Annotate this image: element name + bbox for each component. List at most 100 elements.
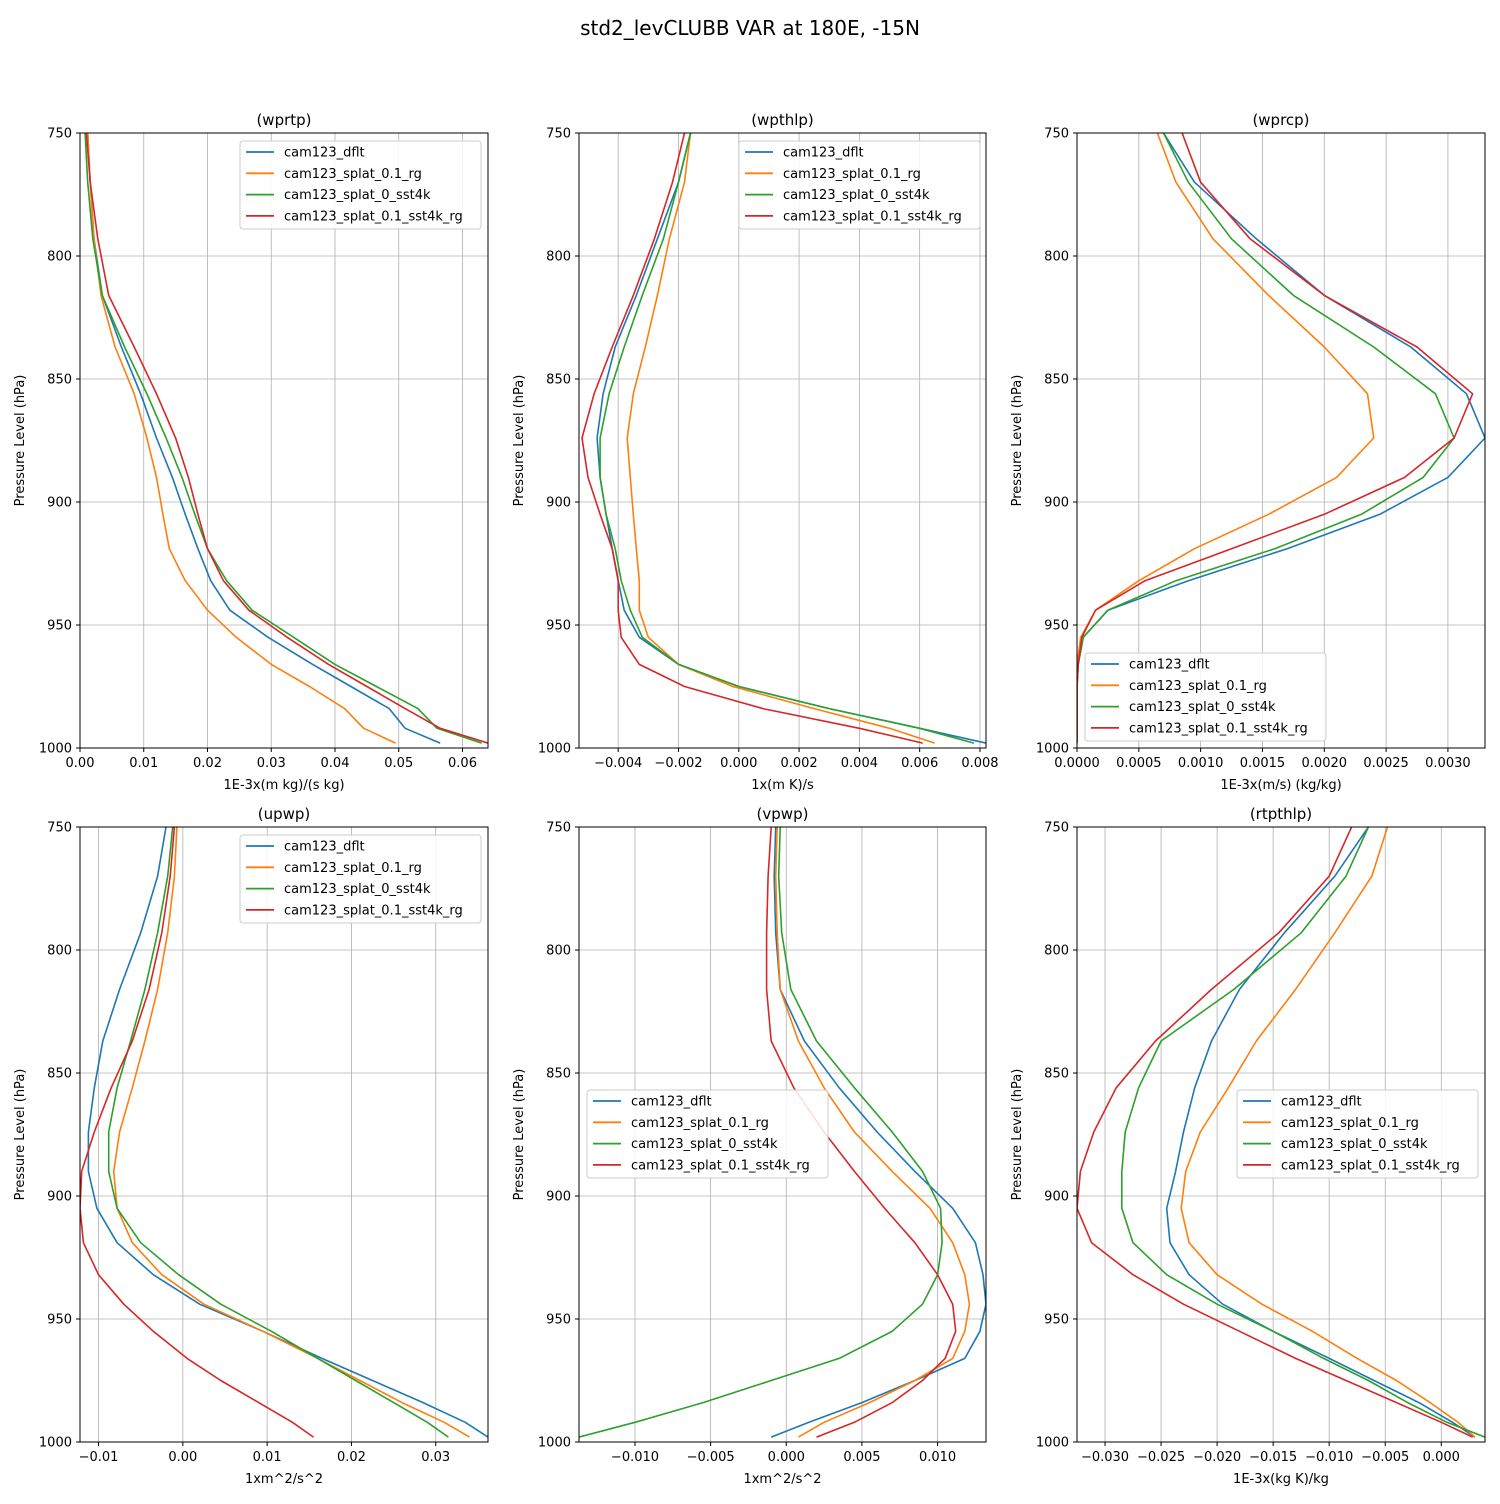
legend-entry: cam123_splat_0_sst4k <box>631 1137 778 1152</box>
series-line-cam123_splat_0.1_rg <box>86 133 396 744</box>
series-line-cam123_dflt <box>87 827 488 1438</box>
y-tick-label: 750 <box>546 127 571 142</box>
y-tick-label: 900 <box>546 1190 571 1205</box>
x-tick-label: 0.00 <box>66 756 95 771</box>
x-axis-label: 1E-3x(m/s) (kg/kg) <box>1220 778 1341 793</box>
legend: cam123_dflt cam123_splat_0.1_rg cam123_spl… <box>738 140 981 230</box>
x-tick-label: −0.01 <box>79 1450 119 1465</box>
y-tick-label: 900 <box>47 496 72 511</box>
y-tick-label: 850 <box>546 373 571 388</box>
y-tick-label: 800 <box>1044 944 1069 959</box>
series-line-cam123_splat_0.1_rg <box>626 133 935 744</box>
legend-box <box>738 140 981 230</box>
axes-frame <box>578 826 987 1443</box>
y-tick-label: 750 <box>546 821 571 836</box>
x-tick-label: 0.000 <box>1423 1450 1460 1465</box>
chart-panel-3: 0.0000 0.0005 0.0010 0.0015 0.0020 0.0025 0.00… <box>1010 111 1486 793</box>
chart-panel-1: 0.00 0.01 0.02 0.03 0.04 0.05 0.06 750 800 850 900… <box>13 111 489 793</box>
y-tick-label: 850 <box>1044 373 1069 388</box>
legend-entry: cam123_splat_0.1_rg <box>1281 1116 1419 1131</box>
legend: cam123_dflt cam123_splat_0.1_rg cam123_spl… <box>1236 1089 1479 1179</box>
legend-box <box>1236 1089 1479 1179</box>
legend: cam123_dflt cam123_splat_0.1_rg cam123_spl… <box>239 140 482 230</box>
x-tick-label: 0.004 <box>841 756 878 771</box>
x-axis-label: 1E-3x(m kg)/(s kg) <box>223 778 344 793</box>
axes-title: (wpthlp) <box>751 111 814 129</box>
axes-frame <box>1076 826 1486 1443</box>
x-tick-label: 0.000 <box>720 756 757 771</box>
legend-box <box>1084 652 1327 742</box>
x-tick-label: 0.03 <box>257 756 286 771</box>
series-line-cam123_splat_0_sst4k <box>1121 827 1485 1438</box>
legend-entry: cam123_dflt <box>284 840 365 855</box>
legend-entry: cam123_splat_0_sst4k <box>284 882 431 897</box>
legend-entry: cam123_splat_0.1_sst4k_rg <box>1129 721 1308 736</box>
series-group <box>579 827 986 1438</box>
x-axis-label: 1xm^2/s^2 <box>743 1472 821 1487</box>
legend-entry: cam123_splat_0_sst4k <box>284 188 431 203</box>
y-tick-label: 1000 <box>1036 742 1069 757</box>
x-axis-label: 1xm^2/s^2 <box>245 1472 323 1487</box>
series-line-cam123_splat_0.1_sst4k_rg <box>85 133 488 744</box>
y-tick-label: 1000 <box>538 742 571 757</box>
x-tick-label: −0.010 <box>1305 1450 1353 1465</box>
y-tick-label: 1000 <box>1036 1436 1069 1451</box>
y-tick-label: 800 <box>546 944 571 959</box>
y-tick-label: 1000 <box>39 1436 72 1451</box>
x-tick-label: −0.025 <box>1137 1450 1185 1465</box>
legend-entry: cam123_splat_0.1_sst4k_rg <box>631 1158 810 1173</box>
legend-box <box>239 140 482 230</box>
y-tick-label: 800 <box>546 250 571 265</box>
y-tick-label: 1000 <box>39 742 72 757</box>
x-tick-label: 0.06 <box>448 756 477 771</box>
x-tick-label: −0.010 <box>611 1450 659 1465</box>
x-tick-label: 0.010 <box>919 1450 956 1465</box>
axes-title: (rtpthlp) <box>1250 805 1312 823</box>
x-tick-label: 0.04 <box>321 756 350 771</box>
series-line-cam123_splat_0_sst4k <box>84 133 482 744</box>
legend-entry: cam123_splat_0.1_rg <box>783 167 921 182</box>
legend-box <box>239 834 482 924</box>
y-tick-label: 950 <box>1044 1313 1069 1328</box>
series-line-cam123_splat_0.1_sst4k_rg <box>1077 133 1474 744</box>
x-axis-label: 1E-3x(kg K)/kg <box>1233 1472 1329 1487</box>
series-line-cam123_splat_0.1_sst4k_rg <box>581 133 923 744</box>
y-tick-label: 950 <box>546 619 571 634</box>
y-tick-label: 750 <box>1044 821 1069 836</box>
legend-entry: cam123_splat_0.1_sst4k_rg <box>1281 1158 1460 1173</box>
series-line-cam123_splat_0.1_sst4k_rg <box>1077 827 1474 1438</box>
axes-frame <box>79 132 489 749</box>
legend-box <box>586 1089 829 1179</box>
legend-entry: cam123_splat_0_sst4k <box>1129 700 1276 715</box>
legend: cam123_dflt cam123_splat_0.1_rg cam123_spl… <box>586 1089 829 1179</box>
x-tick-label: 0.008 <box>961 756 998 771</box>
x-tick-label: 0.0005 <box>1116 756 1162 771</box>
chart-panel-6: −0.030 −0.025 −0.020 −0.015 −0.010 −0.005 0.00… <box>1010 805 1486 1487</box>
y-tick-label: 750 <box>47 127 72 142</box>
x-tick-label: 0.05 <box>384 756 413 771</box>
series-line-cam123_splat_0_sst4k <box>107 827 449 1438</box>
series-group <box>581 133 986 744</box>
y-axis-label: Pressure Level (hPa) <box>512 1069 527 1201</box>
y-tick-label: 950 <box>47 619 72 634</box>
y-tick-label: 950 <box>546 1313 571 1328</box>
legend-entry: cam123_splat_0.1_rg <box>284 167 422 182</box>
x-tick-label: 0.0020 <box>1302 756 1348 771</box>
legend: cam123_dflt cam123_splat_0.1_rg cam123_spl… <box>1084 652 1327 742</box>
legend-entry: cam123_splat_0.1_rg <box>631 1116 769 1131</box>
axes-title: (vpwp) <box>757 805 809 823</box>
x-tick-label: 0.005 <box>843 1450 880 1465</box>
series-line-cam123_splat_0.1_rg <box>1077 133 1375 744</box>
x-tick-label: 0.03 <box>421 1450 450 1465</box>
axes-frame <box>578 132 987 749</box>
series-group <box>84 133 488 744</box>
axes-frame <box>79 826 489 1443</box>
axes-title: (wprcp) <box>1252 111 1309 129</box>
y-axis-label: Pressure Level (hPa) <box>1010 1069 1025 1201</box>
series-group <box>80 827 488 1438</box>
legend-entry: cam123_splat_0.1_rg <box>1129 679 1267 694</box>
x-tick-label: 0.0010 <box>1178 756 1224 771</box>
y-tick-label: 850 <box>47 1067 72 1082</box>
x-tick-label: 0.0025 <box>1363 756 1409 771</box>
x-tick-label: 0.0015 <box>1240 756 1286 771</box>
